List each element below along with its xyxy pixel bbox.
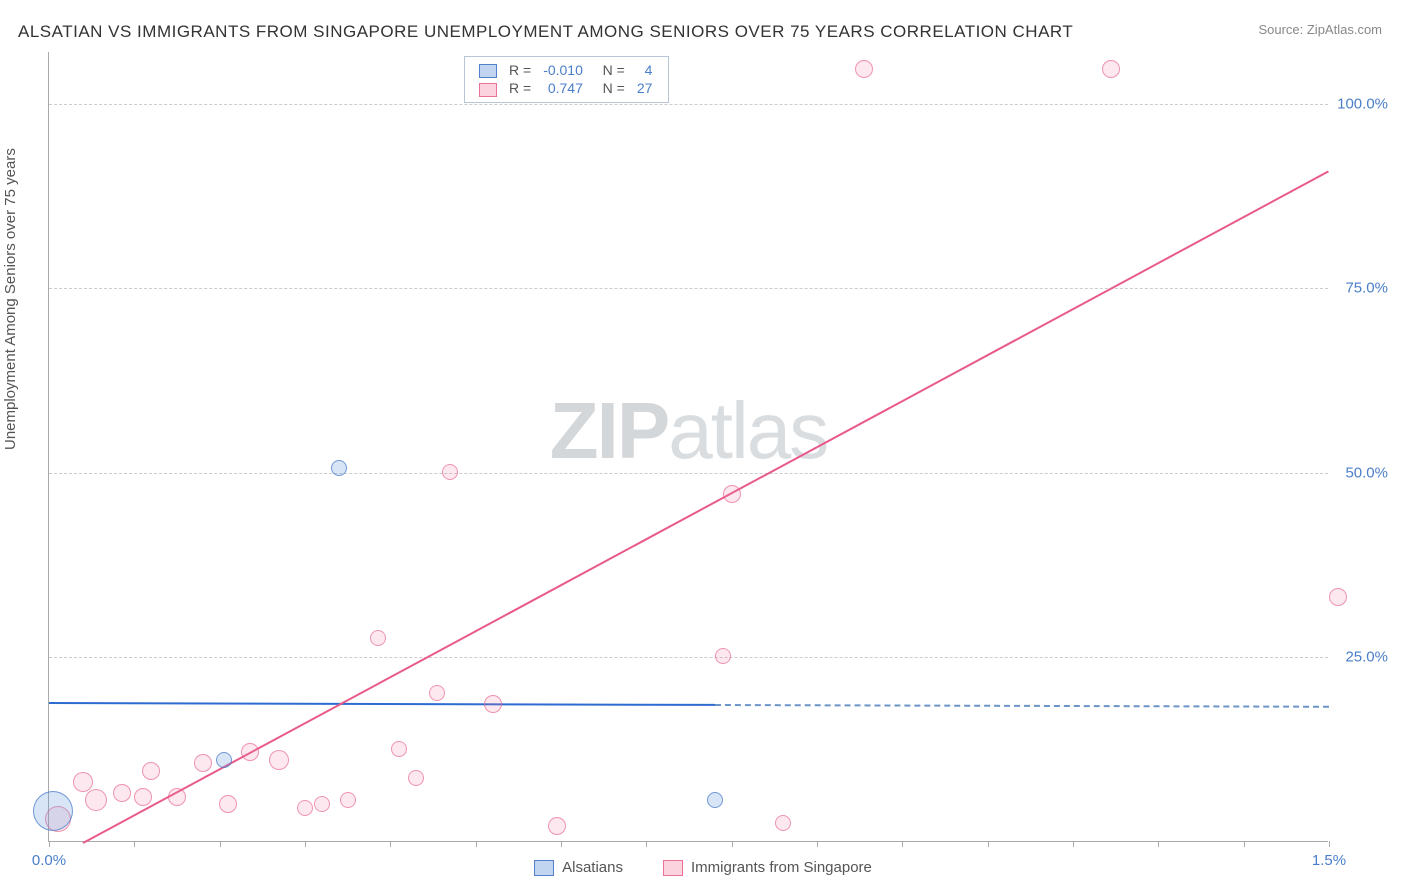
pink-data-point	[241, 743, 259, 761]
legend-swatch-blue	[534, 860, 554, 876]
source-attribution: Source: ZipAtlas.com	[1258, 22, 1382, 37]
pink-data-point	[391, 741, 407, 757]
y-tick-label: 100.0%	[1337, 95, 1388, 112]
blue-data-point	[331, 460, 347, 476]
pink-data-point	[219, 795, 237, 813]
x-tick-mark	[1329, 841, 1330, 847]
blue-data-point	[33, 791, 73, 831]
x-tick-mark	[49, 841, 50, 847]
pink-data-point	[314, 796, 330, 812]
x-tick-mark	[817, 841, 818, 847]
pink-data-point	[269, 750, 289, 770]
pink-data-point	[113, 784, 131, 802]
x-tick-mark	[1244, 841, 1245, 847]
r-value: 0.747	[537, 79, 589, 97]
stats-legend: R =-0.010 N =4R =0.747 N =27	[464, 56, 669, 103]
n-value: 27	[631, 79, 659, 97]
pink-data-point	[340, 792, 356, 808]
pink-data-point	[408, 770, 424, 786]
x-tick-mark	[561, 841, 562, 847]
blue-trend-line	[49, 702, 715, 706]
pink-data-point	[73, 772, 93, 792]
x-tick-mark	[902, 841, 903, 847]
pink-data-point	[723, 485, 741, 503]
x-tick-mark	[1073, 841, 1074, 847]
y-tick-label: 75.0%	[1345, 280, 1388, 297]
chart-title: ALSATIAN VS IMMIGRANTS FROM SINGAPORE UN…	[18, 22, 1073, 42]
pink-data-point	[370, 630, 386, 646]
pink-data-point	[715, 648, 731, 664]
x-tick-mark	[646, 841, 647, 847]
stats-legend-row: R =-0.010 N =4	[473, 61, 658, 79]
pink-data-point	[85, 789, 107, 811]
x-tick-mark	[988, 841, 989, 847]
y-tick-label: 50.0%	[1345, 464, 1388, 481]
pink-data-point	[775, 815, 791, 831]
r-label: R =	[503, 61, 537, 79]
r-label: R =	[503, 79, 537, 97]
x-tick-mark	[476, 841, 477, 847]
gridline	[49, 104, 1328, 105]
chart-plot-area: ZIPatlas R =-0.010 N =4R =0.747 N =27 25…	[48, 52, 1328, 842]
x-tick-mark	[1158, 841, 1159, 847]
stats-legend-table: R =-0.010 N =4R =0.747 N =27	[473, 61, 658, 98]
y-axis-label: Unemployment Among Seniors over 75 years	[2, 148, 19, 450]
watermark-light: atlas	[668, 386, 827, 475]
legend-label: Alsatians	[562, 859, 623, 876]
n-label: N =	[589, 79, 631, 97]
pink-data-point	[297, 800, 313, 816]
pink-data-point	[429, 685, 445, 701]
blue-trend-extrapolation	[715, 704, 1329, 708]
x-tick-mark	[305, 841, 306, 847]
gridline	[49, 657, 1328, 658]
pink-data-point	[855, 60, 873, 78]
n-label: N =	[589, 61, 631, 79]
pink-data-point	[142, 762, 160, 780]
x-tick-mark	[134, 841, 135, 847]
blue-data-point	[216, 752, 232, 768]
r-value: -0.010	[537, 61, 589, 79]
series-legend: Alsatians Immigrants from Singapore	[0, 859, 1406, 876]
n-value: 4	[631, 61, 659, 79]
pink-data-point	[484, 695, 502, 713]
x-tick-mark	[390, 841, 391, 847]
legend-swatch-pink	[663, 860, 683, 876]
pink-data-point	[168, 788, 186, 806]
gridline	[49, 288, 1328, 289]
legend-swatch-blue	[479, 64, 497, 78]
watermark-bold: ZIP	[550, 386, 668, 475]
legend-item-blue: Alsatians	[534, 859, 623, 876]
legend-label: Immigrants from Singapore	[691, 859, 872, 876]
pink-data-point	[548, 817, 566, 835]
pink-data-point	[134, 788, 152, 806]
pink-trend-line	[83, 170, 1330, 844]
legend-swatch-pink	[479, 83, 497, 97]
legend-item-pink: Immigrants from Singapore	[663, 859, 872, 876]
pink-data-point	[194, 754, 212, 772]
pink-data-point	[1329, 588, 1347, 606]
x-tick-mark	[220, 841, 221, 847]
gridline	[49, 473, 1328, 474]
pink-data-point	[442, 464, 458, 480]
y-tick-label: 25.0%	[1345, 649, 1388, 666]
x-tick-mark	[732, 841, 733, 847]
stats-legend-row: R =0.747 N =27	[473, 79, 658, 97]
blue-data-point	[707, 792, 723, 808]
pink-data-point	[1102, 60, 1120, 78]
